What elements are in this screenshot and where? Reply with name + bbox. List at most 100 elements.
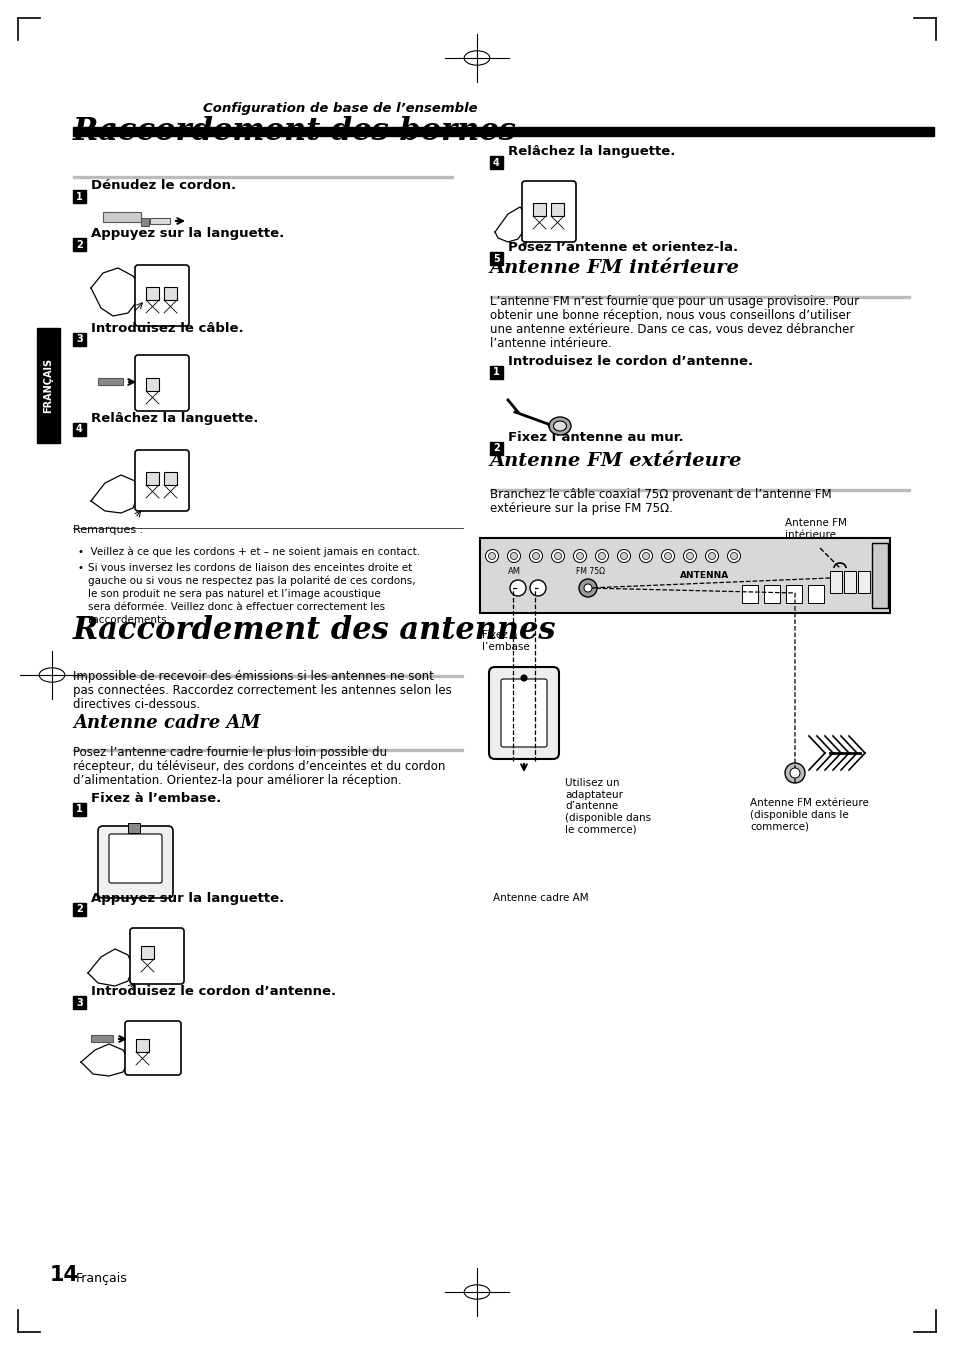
FancyBboxPatch shape [135, 265, 189, 325]
FancyBboxPatch shape [125, 1021, 181, 1075]
Bar [490, 366, 502, 379]
Text: récepteur, du téléviseur, des cordons d’enceintes et du cordon: récepteur, du téléviseur, des cordons d’… [73, 760, 445, 774]
Text: 3: 3 [76, 998, 83, 1007]
Text: raccordements.: raccordements. [88, 616, 170, 625]
Ellipse shape [619, 552, 627, 559]
Ellipse shape [598, 552, 605, 559]
Text: d’alimentation. Orientez-la pour améliorer la réception.: d’alimentation. Orientez-la pour amélior… [73, 774, 401, 787]
Bar [857, 571, 869, 593]
Bar [164, 288, 177, 300]
Text: directives ci-dessous.: directives ci-dessous. [73, 698, 200, 711]
Ellipse shape [576, 552, 583, 559]
Text: •: • [78, 563, 84, 572]
Bar [146, 378, 159, 392]
Ellipse shape [485, 549, 498, 563]
Bar [73, 127, 933, 136]
Bar [73, 996, 86, 1008]
Text: 2: 2 [493, 444, 499, 454]
Bar [843, 571, 855, 593]
Text: gauche ou si vous ne respectez pas la polarité de ces cordons,: gauche ou si vous ne respectez pas la po… [88, 576, 416, 586]
Text: 2: 2 [76, 904, 83, 914]
Text: 1: 1 [493, 367, 499, 378]
Text: Relâchez la languette.: Relâchez la languette. [507, 144, 675, 158]
Text: 3: 3 [76, 335, 83, 344]
Bar [490, 157, 502, 169]
Ellipse shape [553, 421, 566, 431]
Text: Fixez à
l’embase: Fixez à l’embase [481, 630, 529, 652]
Bar [490, 441, 502, 455]
Bar [551, 202, 563, 216]
Text: ANTENNA: ANTENNA [679, 571, 728, 580]
Text: Utilisez un
adaptateur
d’antenne
(disponible dans
le commerce): Utilisez un adaptateur d’antenne (dispon… [564, 778, 651, 834]
Text: AM: AM [507, 567, 520, 576]
Bar [150, 217, 170, 224]
Text: 4: 4 [76, 424, 83, 435]
Text: FRANÇAIS: FRANÇAIS [44, 358, 53, 413]
Ellipse shape [578, 579, 597, 597]
Text: obtenir une bonne réception, nous vous conseillons d’utiliser: obtenir une bonne réception, nous vous c… [490, 309, 850, 323]
Text: Posez l’antenne et orientez-la.: Posez l’antenne et orientez-la. [507, 242, 738, 254]
Bar [98, 378, 123, 385]
Bar [73, 803, 86, 815]
FancyBboxPatch shape [135, 355, 189, 410]
FancyBboxPatch shape [489, 667, 558, 759]
Text: Raccordement des antennes: Raccordement des antennes [73, 616, 556, 647]
Ellipse shape [510, 552, 517, 559]
Ellipse shape [507, 549, 520, 563]
Ellipse shape [573, 549, 586, 563]
Text: Raccordement des bornes: Raccordement des bornes [73, 116, 517, 147]
Text: Antenne FM
intérieure: Antenne FM intérieure [784, 518, 846, 540]
Bar [73, 903, 86, 917]
FancyBboxPatch shape [130, 927, 184, 984]
Text: Remarques :: Remarques : [73, 525, 143, 535]
Text: 14: 14 [50, 1265, 79, 1285]
Ellipse shape [595, 549, 608, 563]
Text: L’antenne FM n’est fournie que pour un usage provisoire. Pour: L’antenne FM n’est fournie que pour un u… [490, 296, 859, 308]
Bar [103, 212, 141, 221]
Text: sera déformée. Veillez donc à effectuer correctement les: sera déformée. Veillez donc à effectuer … [88, 602, 385, 612]
Bar [141, 946, 153, 958]
Text: une antenne extérieure. Dans ce cas, vous devez débrancher: une antenne extérieure. Dans ce cas, vou… [490, 323, 854, 336]
Ellipse shape [551, 549, 564, 563]
Bar [73, 333, 86, 346]
Bar [490, 296, 909, 298]
Bar [73, 190, 86, 202]
Ellipse shape [617, 549, 630, 563]
Bar [73, 423, 86, 436]
Ellipse shape [639, 549, 652, 563]
Text: Fixez à l’embase.: Fixez à l’embase. [91, 792, 221, 805]
Text: 1: 1 [76, 192, 83, 201]
Text: Impossible de recevoir des émissions si les antennes ne sont: Impossible de recevoir des émissions si … [73, 670, 434, 683]
Bar [73, 176, 453, 178]
Text: le son produit ne sera pas naturel et l’image acoustique: le son produit ne sera pas naturel et l’… [88, 589, 380, 599]
Ellipse shape [520, 675, 526, 680]
Text: Posez l’antenne cadre fournie le plus loin possible du: Posez l’antenne cadre fournie le plus lo… [73, 747, 387, 759]
Ellipse shape [727, 549, 740, 563]
Ellipse shape [705, 549, 718, 563]
Ellipse shape [660, 549, 674, 563]
Text: Antenne FM extérieure
(disponible dans le
commerce): Antenne FM extérieure (disponible dans l… [749, 798, 868, 832]
FancyBboxPatch shape [135, 450, 189, 512]
Bar [490, 252, 502, 265]
Ellipse shape [530, 580, 545, 595]
Text: Français: Français [76, 1272, 128, 1285]
Bar [73, 675, 462, 676]
Bar [91, 1035, 112, 1042]
Ellipse shape [641, 552, 649, 559]
Bar [141, 217, 149, 225]
Bar [807, 585, 823, 603]
Text: FM 75Ω: FM 75Ω [576, 567, 604, 576]
Text: 2: 2 [76, 239, 83, 250]
Text: Configuration de base de l’ensemble: Configuration de base de l’ensemble [203, 103, 477, 115]
Bar [73, 238, 86, 251]
Ellipse shape [664, 552, 671, 559]
Ellipse shape [730, 552, 737, 559]
Bar [128, 824, 140, 833]
Bar [871, 543, 887, 608]
Ellipse shape [554, 552, 561, 559]
Text: l’antenne intérieure.: l’antenne intérieure. [490, 338, 611, 350]
Text: •  Veillez à ce que les cordons + et – ne soient jamais en contact.: • Veillez à ce que les cordons + et – ne… [78, 547, 419, 558]
FancyBboxPatch shape [521, 181, 576, 242]
Ellipse shape [789, 768, 800, 778]
Text: Antenne cadre AM: Antenne cadre AM [493, 892, 588, 903]
